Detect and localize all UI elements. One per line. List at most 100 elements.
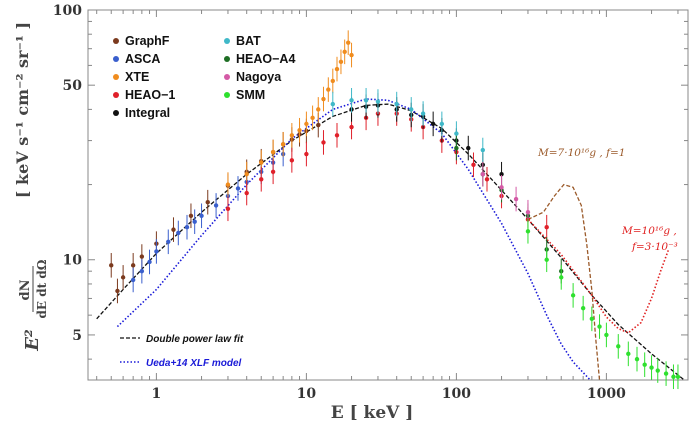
data-point bbox=[205, 199, 210, 205]
data-point bbox=[176, 230, 181, 236]
data-point bbox=[192, 219, 197, 224]
data-point bbox=[244, 172, 249, 177]
data-point bbox=[115, 288, 120, 294]
legend-marker bbox=[113, 56, 119, 62]
data-point bbox=[675, 374, 681, 379]
data-point bbox=[616, 344, 621, 349]
data-point bbox=[634, 356, 640, 362]
x-tick-label: 1 bbox=[152, 386, 162, 402]
data-point bbox=[330, 101, 336, 107]
data-point bbox=[225, 206, 231, 211]
data-point bbox=[120, 275, 126, 280]
legend-label: HEAO−1 bbox=[125, 88, 175, 102]
data-point bbox=[597, 324, 602, 329]
tick-labels: 1 10 100 1000 5 10 50 100 bbox=[53, 3, 626, 402]
data-point bbox=[671, 374, 676, 379]
series-smm bbox=[525, 218, 681, 390]
data-point bbox=[321, 96, 326, 102]
data-point bbox=[525, 210, 531, 215]
data-point bbox=[147, 259, 152, 265]
legend-label: HEAO−A4 bbox=[236, 52, 295, 66]
data-point bbox=[480, 147, 486, 153]
data-point bbox=[334, 66, 340, 72]
y-tick-label: 50 bbox=[63, 78, 83, 94]
data-point bbox=[513, 196, 519, 202]
svg-text:E²: E² bbox=[22, 329, 43, 352]
model-curve-3 bbox=[527, 218, 670, 334]
data-point bbox=[280, 142, 286, 147]
data-point bbox=[334, 133, 340, 138]
data-point bbox=[297, 128, 302, 133]
data-point bbox=[338, 59, 344, 65]
data-points bbox=[109, 30, 681, 390]
data-point bbox=[130, 277, 136, 283]
data-point bbox=[349, 98, 354, 103]
y-tick-label: 5 bbox=[72, 328, 82, 344]
data-point bbox=[109, 263, 114, 268]
x-tick-label: 100 bbox=[442, 386, 471, 402]
legend-marker bbox=[224, 92, 230, 98]
legend: GraphF ASCA XTE HEAO−1 Integral BAT HEAO−A4 Nag… bbox=[113, 34, 295, 120]
legend-marker bbox=[224, 56, 230, 62]
y-tick-label: 10 bbox=[63, 253, 83, 269]
x-axis-title: E [ keV ] bbox=[331, 403, 414, 423]
data-point bbox=[499, 172, 504, 177]
annotation-pbh-1: M=7·10¹⁶g , f=1 bbox=[537, 147, 625, 159]
svg-text:dE dt dΩ: dE dt dΩ bbox=[35, 259, 49, 318]
data-point bbox=[316, 122, 321, 128]
data-point bbox=[649, 365, 654, 370]
data-point bbox=[342, 49, 347, 55]
y-tick-label: 100 bbox=[53, 3, 82, 19]
data-point bbox=[225, 182, 231, 187]
data-point bbox=[570, 293, 576, 298]
y-axis-units: [ keV s⁻¹ cm⁻² sr⁻¹ ] bbox=[13, 22, 32, 198]
data-point bbox=[310, 115, 315, 121]
data-point bbox=[184, 224, 190, 230]
data-point bbox=[409, 107, 414, 112]
data-point bbox=[289, 133, 295, 138]
data-point bbox=[171, 227, 176, 232]
data-point bbox=[326, 87, 331, 92]
data-point bbox=[663, 371, 669, 376]
series-xte bbox=[225, 30, 354, 197]
model-legend: Double power law fit Ueda+14 XLF model bbox=[120, 334, 244, 369]
series-integral bbox=[349, 93, 504, 187]
data-point bbox=[466, 145, 471, 151]
data-point bbox=[604, 332, 609, 338]
data-point bbox=[316, 107, 321, 112]
annotation-pbh-2b: f=3·10⁻³ bbox=[631, 241, 678, 253]
svg-text:dN: dN bbox=[18, 279, 33, 300]
data-point bbox=[321, 140, 326, 145]
data-point bbox=[499, 185, 504, 190]
data-point bbox=[349, 52, 354, 58]
data-point bbox=[454, 145, 459, 151]
data-point bbox=[471, 162, 476, 167]
data-point bbox=[559, 275, 564, 280]
legend-marker bbox=[113, 38, 119, 44]
data-point bbox=[439, 121, 445, 127]
legend-label: XTE bbox=[125, 70, 149, 84]
plot-frame bbox=[87, 9, 689, 381]
data-point bbox=[139, 254, 145, 259]
model-label-ueda: Ueda+14 XLF model bbox=[146, 358, 242, 369]
legend-marker bbox=[224, 38, 230, 44]
x-tick-label: 1000 bbox=[587, 386, 626, 402]
data-point bbox=[544, 224, 549, 230]
data-point bbox=[349, 124, 354, 130]
data-point bbox=[580, 305, 586, 311]
data-point bbox=[589, 316, 595, 322]
model-curve-2 bbox=[527, 183, 601, 381]
x-tick-label: 10 bbox=[297, 386, 317, 402]
data-point bbox=[166, 239, 171, 244]
data-point bbox=[655, 368, 660, 373]
annotation-pbh-2a: M=10¹⁶g , bbox=[621, 225, 677, 237]
axis-ticks bbox=[88, 9, 688, 380]
legend-label: GraphF bbox=[125, 34, 170, 48]
legend-label: BAT bbox=[236, 34, 261, 48]
data-point bbox=[130, 263, 136, 268]
series-bat bbox=[330, 87, 486, 163]
series-nagoya bbox=[480, 161, 531, 225]
data-point bbox=[642, 362, 647, 367]
data-point bbox=[484, 177, 490, 182]
